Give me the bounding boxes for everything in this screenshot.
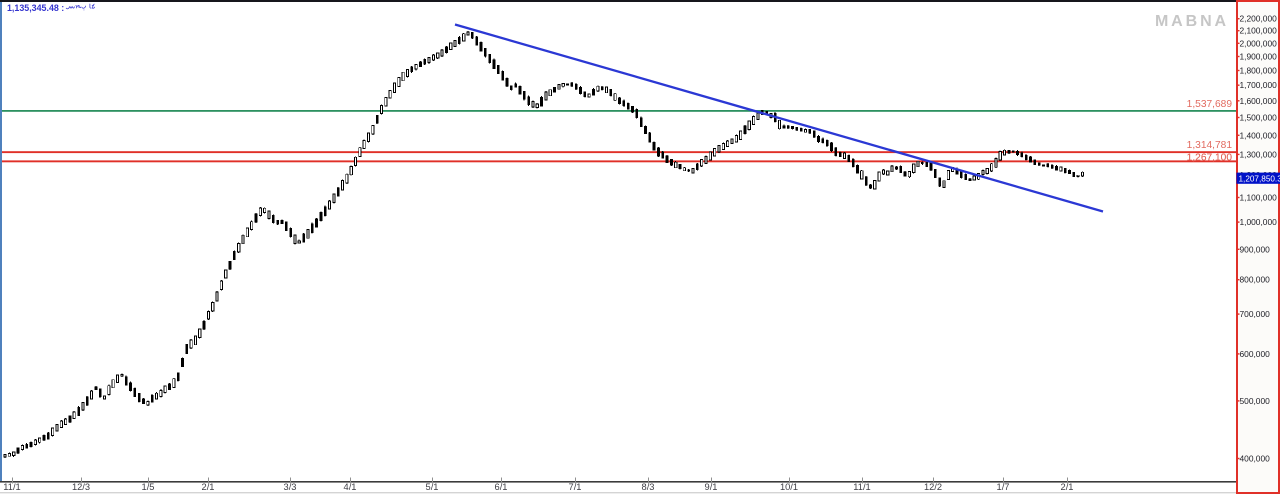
svg-text:1,207,850.3: 1,207,850.3 bbox=[1239, 174, 1280, 183]
svg-text:11/1: 11/1 bbox=[853, 482, 870, 492]
svg-text:1,500,000: 1,500,000 bbox=[1240, 113, 1278, 123]
svg-text:900,000: 900,000 bbox=[1240, 244, 1271, 254]
svg-text:1,900,000: 1,900,000 bbox=[1240, 52, 1278, 62]
svg-text:1,537,689: 1,537,689 bbox=[1187, 99, 1233, 110]
svg-text:11/1: 11/1 bbox=[3, 482, 20, 492]
svg-text:1/7: 1/7 bbox=[997, 482, 1010, 492]
svg-text:5/1: 5/1 bbox=[426, 482, 439, 492]
svg-text:500,000: 500,000 bbox=[1240, 396, 1271, 406]
svg-text:2,000,000: 2,000,000 bbox=[1240, 38, 1278, 48]
svg-text:3/3: 3/3 bbox=[284, 482, 297, 492]
svg-text:9/1: 9/1 bbox=[705, 482, 718, 492]
svg-text:1/5: 1/5 bbox=[142, 482, 155, 492]
svg-text:7/1: 7/1 bbox=[569, 482, 582, 492]
svg-text:4/1: 4/1 bbox=[344, 482, 357, 492]
svg-text:800,000: 800,000 bbox=[1240, 275, 1271, 285]
svg-text:8/3: 8/3 bbox=[642, 482, 655, 492]
svg-text:1,100,000: 1,100,000 bbox=[1240, 193, 1278, 203]
svg-text:6/1: 6/1 bbox=[495, 482, 508, 492]
svg-text:600,000: 600,000 bbox=[1240, 349, 1271, 359]
svg-text:1,314,781: 1,314,781 bbox=[1187, 140, 1233, 151]
svg-text:1,267,100: 1,267,100 bbox=[1187, 153, 1233, 164]
svg-text:700,000: 700,000 bbox=[1240, 309, 1271, 319]
svg-text:2/1: 2/1 bbox=[202, 482, 215, 492]
svg-text:10/1: 10/1 bbox=[780, 482, 798, 492]
svg-text:400,000: 400,000 bbox=[1240, 454, 1271, 464]
svg-text:1,400,000: 1,400,000 bbox=[1240, 130, 1278, 140]
svg-text:12/3: 12/3 bbox=[72, 482, 90, 492]
svg-text:2/1: 2/1 bbox=[1061, 482, 1074, 492]
svg-text:1,700,000: 1,700,000 bbox=[1240, 80, 1278, 90]
svg-text:1,300,000: 1,300,000 bbox=[1240, 149, 1278, 159]
svg-text:1,135,345.48 :: 1,135,345.48 : bbox=[7, 3, 64, 13]
svg-text:1,000,000: 1,000,000 bbox=[1240, 217, 1278, 227]
svg-text:1,800,000: 1,800,000 bbox=[1240, 66, 1278, 76]
svg-text:12/2: 12/2 bbox=[924, 482, 942, 492]
svg-text:MABNA: MABNA bbox=[1155, 13, 1229, 30]
svg-text:1,267,100: 1,267,100 bbox=[1187, 153, 1233, 164]
svg-text:2,100,000: 2,100,000 bbox=[1240, 26, 1278, 36]
svg-text:1,600,000: 1,600,000 bbox=[1240, 96, 1278, 106]
svg-text:2,200,000: 2,200,000 bbox=[1240, 14, 1278, 24]
